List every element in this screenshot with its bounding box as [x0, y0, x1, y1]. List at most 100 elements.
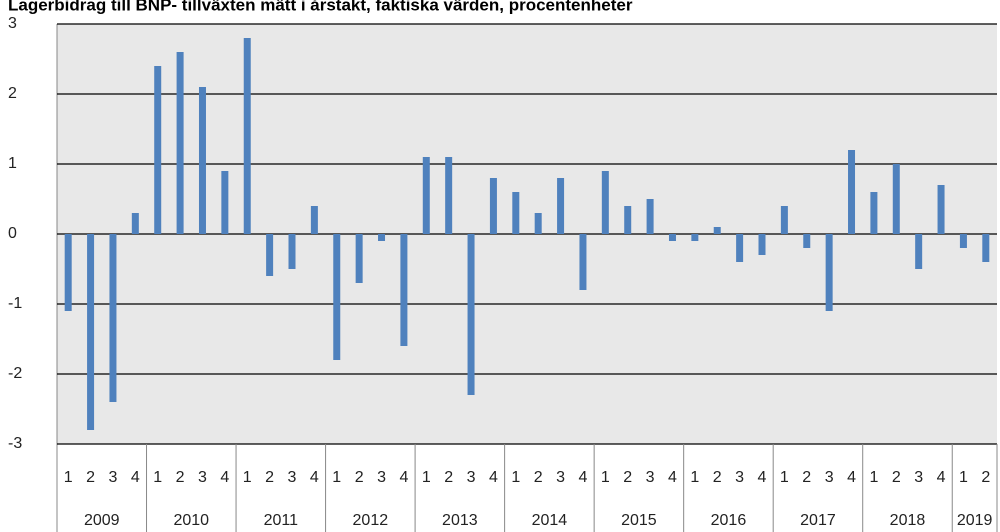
bar — [489, 178, 497, 234]
x-tick-label: 3 — [914, 469, 923, 486]
x-tick-label: 1 — [422, 469, 431, 486]
x-tick-label: 3 — [646, 469, 655, 486]
year-label: 2011 — [264, 512, 299, 529]
y-tick-label: -2 — [8, 365, 22, 382]
x-tick-label: 3 — [825, 469, 834, 486]
bar — [825, 234, 833, 311]
bar — [758, 234, 766, 255]
bar — [534, 213, 542, 234]
x-tick-label: 1 — [153, 469, 162, 486]
y-tick-label: 0 — [8, 225, 17, 242]
bar — [467, 234, 475, 395]
x-tick-label: 4 — [937, 469, 946, 486]
year-label: 2019 — [957, 512, 993, 529]
year-label: 2013 — [442, 512, 478, 529]
bar — [109, 234, 117, 402]
x-tick-label: 1 — [601, 469, 610, 486]
x-tick-label: 4 — [220, 469, 229, 486]
y-tick-label: 3 — [8, 15, 17, 32]
bar — [333, 234, 341, 360]
y-tick-label: 1 — [8, 155, 17, 172]
bar — [915, 234, 923, 269]
x-tick-label: 4 — [668, 469, 677, 486]
bar — [378, 234, 386, 241]
bar — [221, 171, 229, 234]
x-tick-label: 3 — [735, 469, 744, 486]
bar — [131, 213, 139, 234]
year-label: 2014 — [532, 512, 568, 529]
year-label: 2018 — [890, 512, 926, 529]
bar — [445, 157, 453, 234]
bar — [982, 234, 990, 262]
x-tick-label: 2 — [892, 469, 901, 486]
bar — [355, 234, 363, 283]
x-tick-label: 4 — [578, 469, 587, 486]
x-tick-label: 1 — [64, 469, 73, 486]
bar — [848, 150, 856, 234]
x-tick-label: 4 — [847, 469, 856, 486]
x-tick-label: 1 — [511, 469, 520, 486]
x-tick-label: 4 — [310, 469, 319, 486]
x-tick-label: 1 — [332, 469, 341, 486]
x-tick-label: 3 — [108, 469, 117, 486]
x-tick-label: 1 — [959, 469, 968, 486]
year-label: 2012 — [353, 512, 389, 529]
bar — [243, 38, 251, 234]
x-tick-label: 2 — [86, 469, 95, 486]
x-tick-label: 2 — [713, 469, 722, 486]
bar — [870, 192, 878, 234]
x-tick-label: 2 — [355, 469, 364, 486]
x-tick-label: 4 — [399, 469, 408, 486]
x-tick-label: 3 — [377, 469, 386, 486]
x-tick-label: 3 — [467, 469, 476, 486]
year-label: 2016 — [711, 512, 747, 529]
bar — [780, 206, 788, 234]
x-tick-label: 1 — [869, 469, 878, 486]
x-tick-label: 2 — [176, 469, 185, 486]
x-tick-label: 2 — [444, 469, 453, 486]
x-tick-label: 3 — [556, 469, 565, 486]
y-tick-label: -3 — [8, 435, 22, 452]
bar — [288, 234, 296, 269]
y-tick-label: 2 — [8, 85, 17, 102]
bar — [668, 234, 676, 241]
x-tick-label: 1 — [690, 469, 699, 486]
x-tick-label: 2 — [981, 469, 990, 486]
bar — [736, 234, 744, 262]
x-tick-label: 3 — [288, 469, 297, 486]
x-tick-label: 1 — [243, 469, 252, 486]
bar — [512, 192, 520, 234]
bar — [691, 234, 699, 241]
bar — [601, 171, 609, 234]
x-tick-label: 4 — [131, 469, 140, 486]
bar — [198, 87, 206, 234]
bar — [624, 206, 632, 234]
year-label: 2010 — [173, 512, 209, 529]
x-tick-label: 2 — [802, 469, 811, 486]
year-label: 2015 — [621, 512, 657, 529]
bar — [176, 52, 184, 234]
bar — [937, 185, 945, 234]
bar — [64, 234, 72, 311]
bar — [154, 66, 162, 234]
y-tick-label: -1 — [8, 295, 22, 312]
year-label: 2009 — [84, 512, 120, 529]
bar — [400, 234, 408, 346]
bar — [646, 199, 654, 234]
x-tick-label: 4 — [758, 469, 767, 486]
bar — [713, 227, 721, 234]
bar — [892, 164, 900, 234]
x-tick-label: 2 — [534, 469, 543, 486]
bar — [803, 234, 811, 248]
x-tick-label: 2 — [265, 469, 274, 486]
chart-title: Lagerbidrag till BNP- tillväxten mätt i … — [8, 0, 633, 14]
bar — [87, 234, 95, 430]
bar — [959, 234, 967, 248]
x-tick-label: 4 — [489, 469, 498, 486]
x-tick-label: 1 — [780, 469, 789, 486]
year-label: 2017 — [800, 512, 836, 529]
bar — [422, 157, 430, 234]
x-tick-label: 3 — [198, 469, 207, 486]
bar — [310, 206, 318, 234]
